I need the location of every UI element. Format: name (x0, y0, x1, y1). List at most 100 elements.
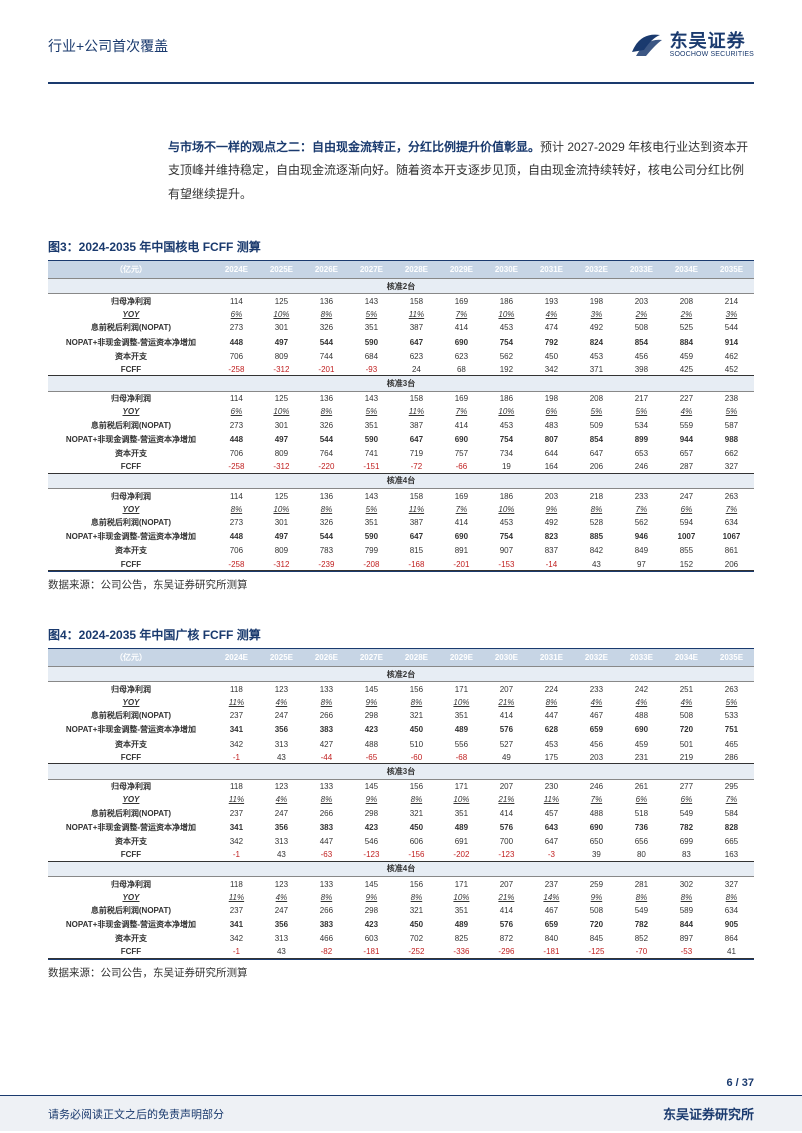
table-cell: -208 (349, 558, 394, 571)
table-cell: 549 (664, 806, 709, 820)
table-cell: 525 (664, 321, 709, 335)
table-cell: 123 (259, 779, 304, 794)
table-cell: -65 (349, 751, 394, 764)
table-cell: 341 (214, 917, 259, 931)
table-cell: 815 (394, 544, 439, 558)
table-row: 归母净利润11412513614315816918619319820320821… (48, 294, 754, 309)
table-cell: 158 (394, 294, 439, 309)
table-row: YOY6%10%8%5%11%7%10%4%3%2%2%3% (48, 309, 754, 321)
table-cell: 489 (439, 723, 484, 737)
table-cell: 584 (709, 806, 754, 820)
table-cell: 10% (259, 503, 304, 515)
table-cell: 298 (349, 709, 394, 723)
table-row: FCFF-143-82-181-252-336-296-181-125-70-5… (48, 946, 754, 959)
company-logo-block: 东吴证券 SOOCHOW SECURITIES (630, 30, 754, 60)
page-header: 行业+公司首次覆盖 东吴证券 SOOCHOW SECURITIES (48, 30, 754, 84)
table-cell: 8% (394, 891, 439, 903)
table-cell: 6% (214, 309, 259, 321)
table-cell: 452 (709, 363, 754, 376)
table-cell: 313 (259, 932, 304, 946)
table-cell: 587 (709, 418, 754, 432)
table-cell: 9% (574, 891, 619, 903)
table-row: FCFF-258-312-220-151-72-6619164206246287… (48, 461, 754, 474)
table-cell: 427 (304, 737, 349, 751)
table-cell: 145 (349, 876, 394, 891)
table-cell: 398 (619, 363, 664, 376)
table-cell: -1 (214, 751, 259, 764)
table-cell: 206 (574, 461, 619, 474)
table-row: YOY11%4%8%9%8%10%21%14%9%8%8%8% (48, 891, 754, 903)
footer-brand: 东吴证券研究所 (663, 1104, 754, 1123)
table-row: NOPAT+非现金调整-营运资本净增加448497544590647690754… (48, 432, 754, 446)
report-category: 行业+公司首次覆盖 (48, 30, 168, 56)
table-cell: 448 (214, 335, 259, 349)
table-cell: 423 (349, 723, 394, 737)
table-cell: 9% (349, 696, 394, 708)
table-cell: 326 (304, 321, 349, 335)
table-row: 资本开支342313466603702825872840845852897864 (48, 932, 754, 946)
table-cell: 690 (574, 820, 619, 834)
table-cell: 273 (214, 418, 259, 432)
table-cell: -296 (484, 946, 529, 959)
table-cell: 754 (484, 432, 529, 446)
table-cell: 453 (484, 321, 529, 335)
table-cell: 143 (349, 391, 394, 406)
table-cell: 508 (619, 321, 664, 335)
table-cell: 301 (259, 418, 304, 432)
table-row: 归母净利润11412513614315816918620321823324726… (48, 488, 754, 503)
table-cell: -312 (259, 363, 304, 376)
table-cell: 233 (574, 682, 619, 697)
table-cell: 653 (619, 446, 664, 460)
section-header: 核准3台 (48, 376, 754, 391)
table-cell: 171 (439, 876, 484, 891)
table-cell: 5% (349, 503, 394, 515)
table-cell: 49 (484, 751, 529, 764)
table-cell: 741 (349, 446, 394, 460)
row-label: 归母净利润 (48, 876, 214, 891)
table-year-header: 2029E (439, 649, 484, 667)
table-cell: 7% (709, 503, 754, 515)
table-cell: 118 (214, 682, 259, 697)
table-cell: 450 (394, 820, 439, 834)
table-cell: -220 (304, 461, 349, 474)
table-cell: 198 (529, 391, 574, 406)
table-year-header: 2025E (259, 261, 304, 279)
row-label: YOY (48, 696, 214, 708)
table-cell: 7% (439, 406, 484, 418)
table-cell: -252 (394, 946, 439, 959)
table-cell: -239 (304, 558, 349, 571)
table-cell: 644 (529, 446, 574, 460)
table-cell: 448 (214, 432, 259, 446)
table-cell: -123 (484, 849, 529, 862)
table-cell: 218 (574, 488, 619, 503)
table-cell: 576 (484, 820, 529, 834)
table-cell: 453 (484, 418, 529, 432)
table-cell: -68 (439, 751, 484, 764)
table-cell: 237 (214, 709, 259, 723)
table-cell: 423 (349, 820, 394, 834)
table-cell: 662 (709, 446, 754, 460)
table-cell: 10% (439, 794, 484, 806)
table-cell: 341 (214, 820, 259, 834)
table-cell: 217 (619, 391, 664, 406)
table-cell: 603 (349, 932, 394, 946)
table-cell: 286 (709, 751, 754, 764)
table-cell: 590 (349, 432, 394, 446)
table-cell: 754 (484, 335, 529, 349)
table-cell: 8% (304, 503, 349, 515)
table-cell: 764 (304, 446, 349, 460)
table-cell: 11% (214, 794, 259, 806)
table-cell: 533 (709, 709, 754, 723)
table-cell: 3% (709, 309, 754, 321)
table-cell: 11% (529, 794, 574, 806)
table-cell: 944 (664, 432, 709, 446)
table-cell: 321 (394, 903, 439, 917)
table-cell: 492 (574, 321, 619, 335)
figure3-source: 数据来源：公司公告，东吴证券研究所测算 (48, 571, 754, 612)
table-row: 息前税后利润(NOPAT)273301326351387414453492528… (48, 515, 754, 529)
table-cell: 656 (619, 834, 664, 848)
table-cell: 68 (439, 363, 484, 376)
table-cell: 414 (439, 515, 484, 529)
table-cell: 861 (709, 544, 754, 558)
table-cell: 341 (214, 723, 259, 737)
